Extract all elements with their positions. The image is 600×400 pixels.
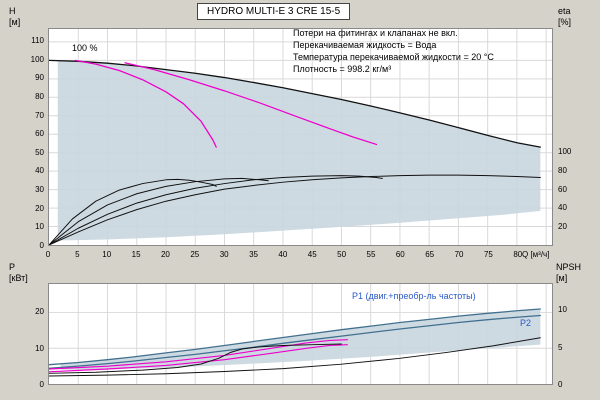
duty-power-p2 xyxy=(49,344,348,373)
tick-label: 65 xyxy=(425,250,435,259)
speed-100-label: 100 % xyxy=(72,43,98,53)
npsh-axis-symbol: NPSH xyxy=(556,262,582,272)
tick-label: 80 xyxy=(35,91,44,101)
head-curve-100pct xyxy=(49,59,541,148)
tick-label: 10 xyxy=(35,222,44,232)
info-line-density: Плотность = 998.2 кг/м³ xyxy=(293,64,392,74)
eta-axis-symbol: eta xyxy=(558,6,571,16)
tick-label: 35 xyxy=(249,250,258,259)
tick-label: 20 xyxy=(160,250,170,259)
tick-label: 25 xyxy=(190,250,200,259)
npsh-curve xyxy=(49,337,541,377)
tick-label: 100 xyxy=(30,54,44,64)
eta-curve-q57 xyxy=(49,175,383,245)
tick-label: 50 xyxy=(35,147,44,157)
p-axis-unit: [кВт] xyxy=(9,273,28,283)
p2-curve-label: P2 xyxy=(520,318,532,328)
tick-label: 30 xyxy=(35,185,44,195)
conditions-info-block: Потери на фитингах и клапанах не вкл. Пе… xyxy=(293,27,494,75)
h-axis-symbol: H xyxy=(9,6,16,16)
tick-label: 20 xyxy=(35,203,44,213)
p-axis-title: P [кВт] xyxy=(9,262,28,284)
h-axis-title: H [м] xyxy=(9,6,20,28)
operating-envelope xyxy=(57,60,541,241)
q-axis-unit: Q [м³/ч] xyxy=(522,250,550,259)
tick-label: 5 xyxy=(75,250,80,259)
tick-label: 20 xyxy=(558,222,567,232)
p2-curve xyxy=(49,314,541,369)
tick-label: 110 xyxy=(31,36,44,46)
p-axis-symbol: P xyxy=(9,262,16,272)
eta-axis-unit: [%] xyxy=(558,17,572,27)
tick-label: 80 xyxy=(558,165,567,175)
tick-label: 70 xyxy=(454,250,464,259)
npsh-axis-unit: [м] xyxy=(556,273,568,283)
tick-label: 10 xyxy=(102,250,112,259)
tick-label: 60 xyxy=(35,129,44,139)
power-curve-black xyxy=(49,343,342,374)
tick-label: 40 xyxy=(558,203,567,213)
tick-label: 80 xyxy=(513,250,523,259)
tick-label: 100 xyxy=(558,147,572,157)
bottom-chart-svg xyxy=(49,284,552,384)
tick-label: 60 xyxy=(558,184,567,194)
eta-curve-q37 xyxy=(49,177,269,245)
eta-curve-q28 xyxy=(49,178,217,245)
tick-label: 40 xyxy=(35,166,44,176)
info-line-losses: Потери на фитингах и клапанах не вкл. xyxy=(293,28,458,38)
tick-label: 50 xyxy=(337,250,347,259)
top-chart-svg xyxy=(49,29,552,245)
duty-curve-2 xyxy=(124,62,378,146)
p1-curve xyxy=(49,308,541,366)
tick-label: 90 xyxy=(35,73,44,83)
duty-curve-1 xyxy=(74,59,217,148)
tick-label: 30 xyxy=(219,250,229,259)
tick-label: 15 xyxy=(131,250,141,259)
tick-label: 70 xyxy=(35,110,44,120)
p1-curve-label: P1 (двиг.+преобр-ль частоты) xyxy=(352,291,476,301)
eta-axis-title: eta [%] xyxy=(558,6,571,28)
info-line-liquid: Перекачиваемая жидкость = Вода xyxy=(293,40,437,50)
pump-model-title: HYDRO MULTI-E 3 CRE 15-5 xyxy=(197,3,351,20)
tick-label: 0 xyxy=(39,380,44,389)
duty-power-p1 xyxy=(49,339,348,370)
info-line-temperature: Температура перекачиваемой жидкости = 20… xyxy=(293,52,494,62)
tick-label: 60 xyxy=(395,250,405,259)
tick-label: 75 xyxy=(483,250,493,259)
npsh-axis-title: NPSH [м] xyxy=(556,262,581,284)
tick-label: 0 xyxy=(45,250,51,259)
tick-label: 20 xyxy=(35,307,44,317)
tick-label: 10 xyxy=(35,343,44,353)
tick-label: 45 xyxy=(307,250,317,259)
tick-label: 55 xyxy=(366,250,376,259)
tick-label: 0 xyxy=(558,380,563,389)
tick-label: 40 xyxy=(278,250,288,259)
power-chart-plot xyxy=(48,283,553,385)
h-axis-unit: [м] xyxy=(9,17,21,27)
tick-label: 5 xyxy=(558,342,563,352)
tick-label: 10 xyxy=(558,305,567,314)
eta-curve-full-range xyxy=(49,174,541,245)
head-chart-plot xyxy=(48,28,553,246)
power-envelope xyxy=(60,309,541,370)
tick-label: 0 xyxy=(39,241,44,250)
